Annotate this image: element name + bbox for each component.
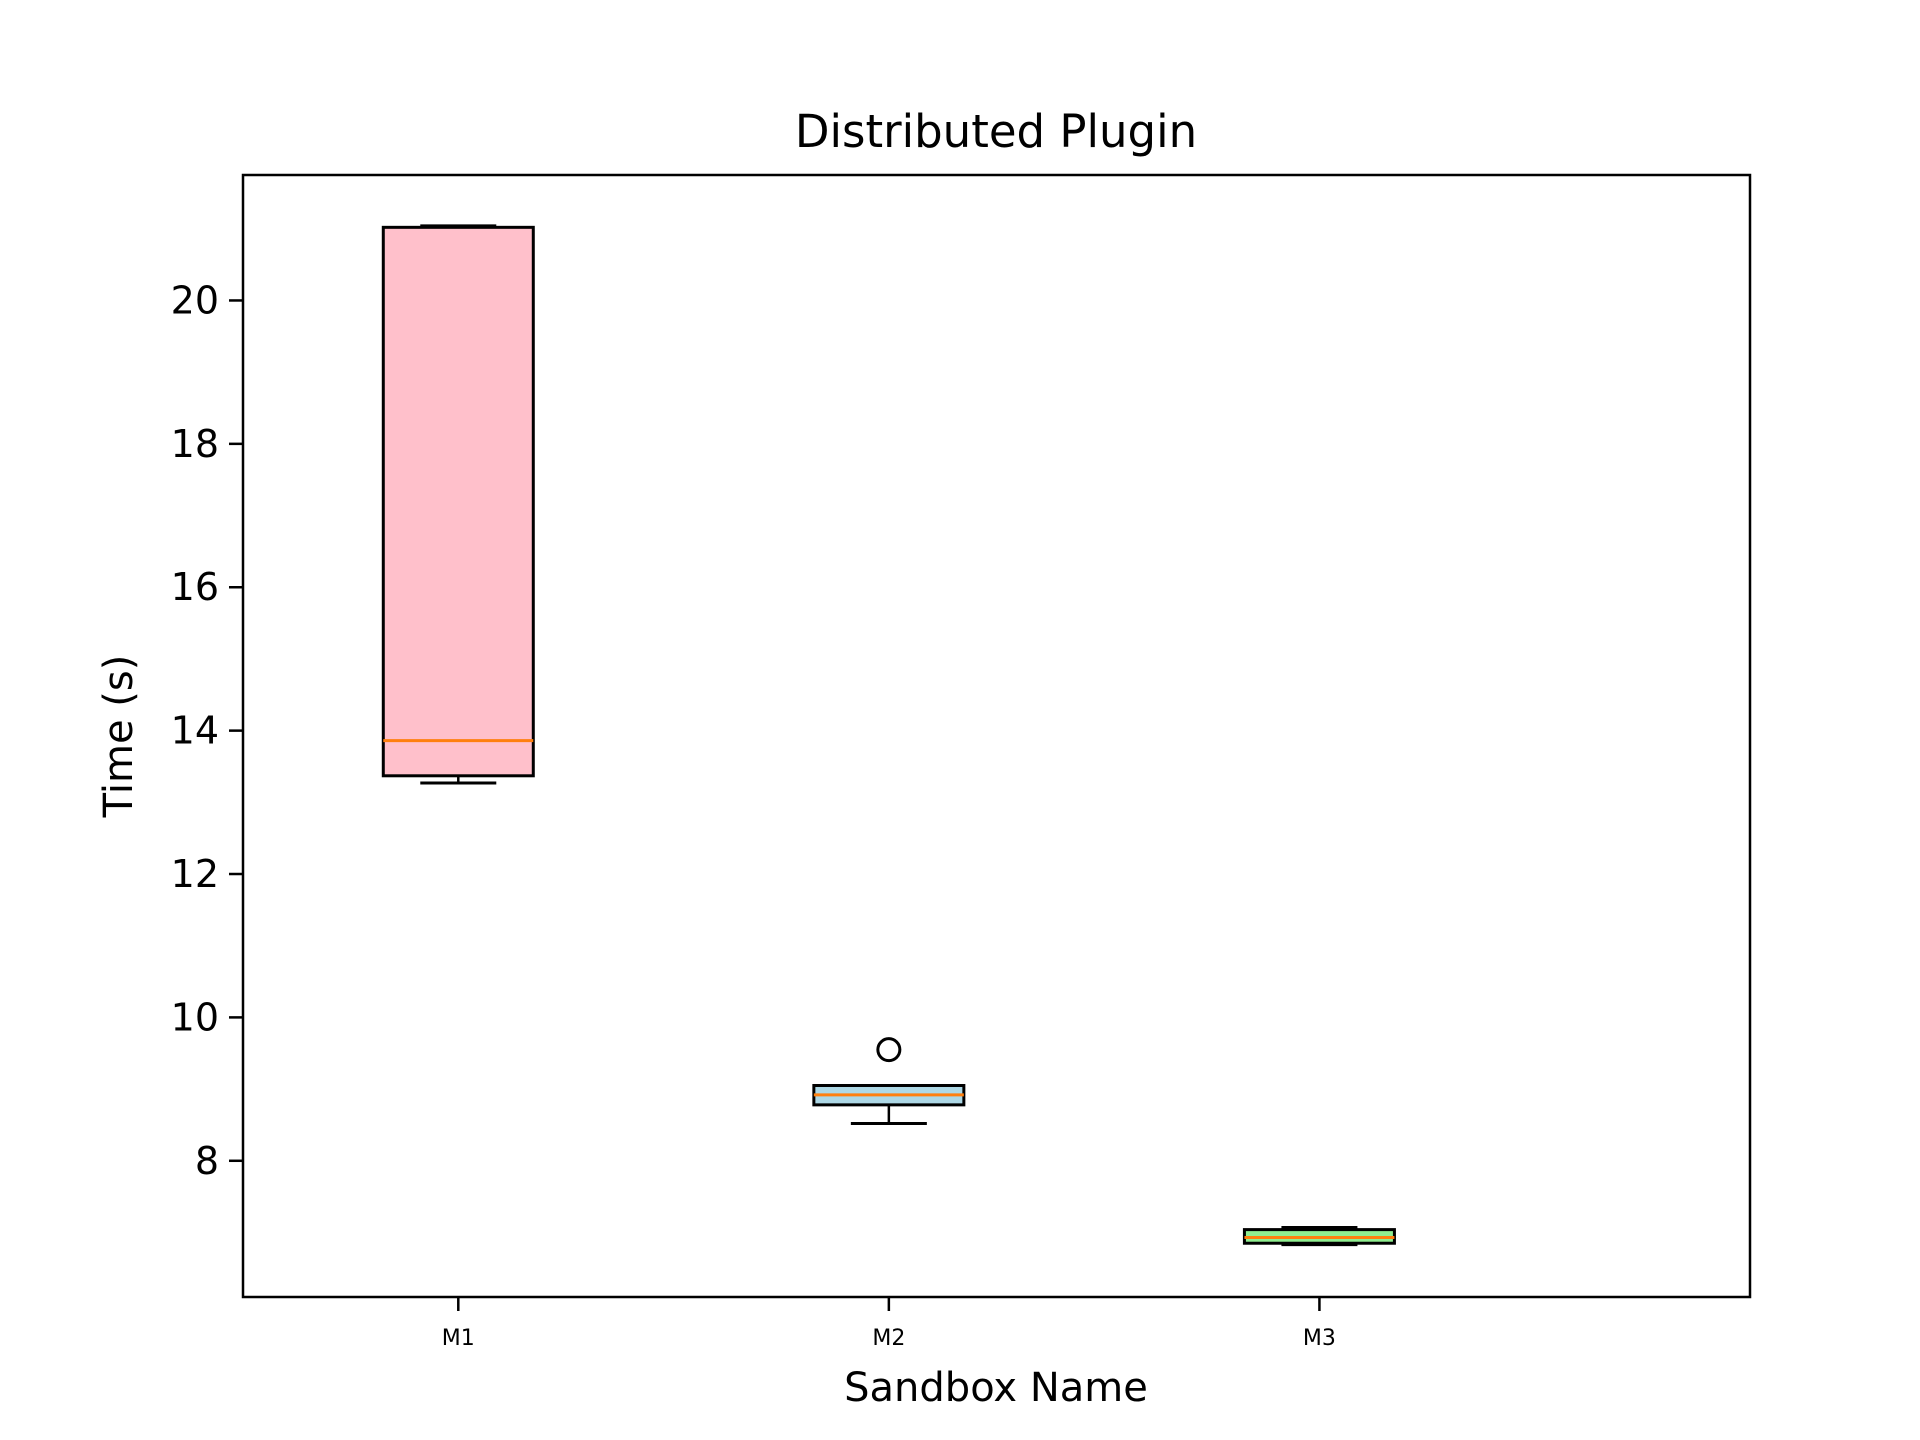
x-axis-label: Sandbox Name: [844, 1365, 1148, 1411]
x-tick-label-m1: M1: [442, 1326, 475, 1351]
y-tick-label-14: 14: [171, 709, 219, 753]
box-m1: [381, 225, 535, 778]
y-tick-label-8: 8: [195, 1139, 219, 1183]
y-tick-label-20: 20: [171, 278, 219, 322]
y-axis-label: Time (s): [96, 655, 142, 819]
x-tick-label-m3: M3: [1303, 1326, 1336, 1351]
y-tick-label-12: 12: [171, 852, 219, 896]
y-tick-label-10: 10: [171, 995, 219, 1039]
x-tick-label-m2: M2: [872, 1326, 905, 1351]
y-tick-label-18: 18: [171, 422, 219, 466]
chart-title: Distributed Plugin: [795, 105, 1197, 158]
outlier-m2-0: [876, 1037, 902, 1063]
plot-frame: [241, 173, 1752, 1299]
y-tick-label-16: 16: [171, 565, 219, 609]
plot-area: 8 10 12 14 16 18 20 M1 M2 M3: [171, 224, 1396, 1351]
